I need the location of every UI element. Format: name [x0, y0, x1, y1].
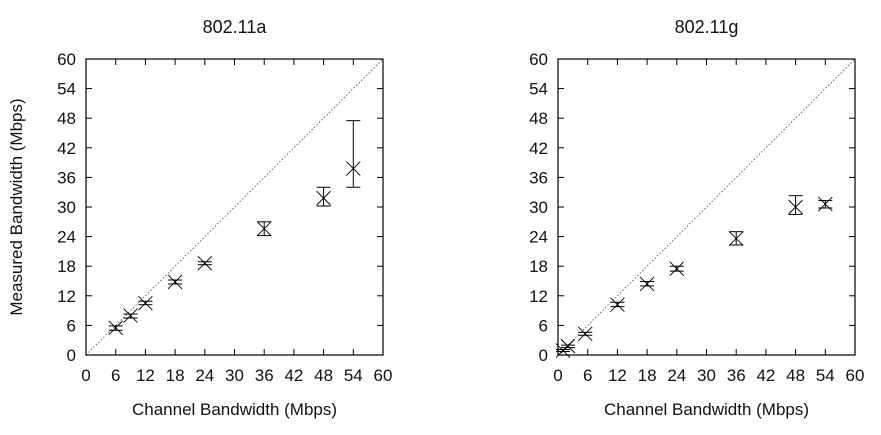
x-tick-label: 0 [81, 366, 90, 385]
data-point [560, 338, 576, 354]
y-tick-label: 12 [57, 287, 76, 306]
y-tick-label: 48 [529, 109, 548, 128]
x-tick-label: 18 [166, 366, 185, 385]
x-tick-label: 18 [638, 366, 657, 385]
data-point [167, 274, 183, 290]
x-marker-b [728, 231, 744, 246]
y-tick-label: 18 [57, 257, 76, 276]
y-tick-label: 30 [57, 198, 76, 217]
data-point [108, 320, 124, 336]
x-axis-label: Channel Bandwidth (Mbps) [132, 400, 337, 419]
x-tick-label: 60 [374, 366, 393, 385]
x-marker-b [610, 297, 625, 312]
y-tick-label: 42 [57, 139, 76, 158]
data-point [610, 297, 625, 312]
y-tick-label: 36 [529, 168, 548, 187]
x-tick-label: 24 [195, 366, 214, 385]
data-point [728, 231, 744, 246]
x-tick-label: 24 [667, 366, 686, 385]
chart-panel-0: 802.11a 0 6 12 18 24 30 36 42 48 54 60 0 6 12 18 24 30 36 4… [7, 17, 392, 419]
chart-title: 802.11g [675, 17, 739, 37]
y-tick-label: 60 [57, 50, 76, 69]
x-marker-b [256, 221, 272, 237]
x-tick-label: 48 [314, 366, 333, 385]
x-marker-b [138, 295, 153, 311]
y-tick-label: 36 [57, 168, 76, 187]
y-tick-label: 0 [539, 346, 548, 365]
x-marker-b [197, 255, 213, 271]
x-marker-b [108, 320, 124, 336]
data-point [577, 326, 593, 342]
data-point [316, 186, 331, 207]
y-tick-label: 6 [539, 316, 548, 335]
x-tick-label: 54 [816, 366, 835, 385]
x-marker-b [788, 199, 803, 215]
x-tick-label: 30 [697, 366, 716, 385]
y-tick-label: 18 [529, 257, 548, 276]
x-tick-label: 36 [255, 366, 274, 385]
y-tick-label: 12 [529, 287, 548, 306]
data-point [788, 195, 803, 215]
x-tick-label: 42 [284, 366, 303, 385]
x-tick-label: 12 [136, 366, 155, 385]
y-tick-label: 54 [57, 80, 76, 99]
y-tick-label: 30 [529, 198, 548, 217]
x-marker-b [669, 261, 685, 276]
x-marker-b [560, 338, 576, 354]
x-tick-label: 30 [225, 366, 244, 385]
data-point [639, 276, 655, 292]
x-tick-label: 6 [111, 366, 120, 385]
x-marker-b [639, 276, 655, 292]
data-point [123, 308, 138, 323]
x-tick-label: 12 [608, 366, 627, 385]
y-tick-label: 54 [529, 80, 548, 99]
x-tick-label: 48 [786, 366, 805, 385]
reference-line [557, 58, 856, 356]
y-tick-label: 42 [529, 139, 548, 158]
x-marker-b [167, 274, 183, 290]
x-marker-b [817, 196, 833, 212]
y-tick-label: 0 [67, 346, 76, 365]
y-tick-label: 48 [57, 109, 76, 128]
data-point [345, 120, 361, 188]
x-tick-label: 54 [344, 366, 363, 385]
x-tick-label: 42 [756, 366, 775, 385]
chart-title: 802.11a [203, 17, 268, 37]
x-marker-b [577, 326, 593, 342]
y-tick-label: 24 [57, 228, 76, 247]
x-marker-b [345, 161, 361, 176]
data-point [256, 221, 272, 237]
x-marker-b [316, 190, 331, 206]
data-point [817, 196, 833, 212]
x-tick-label: 60 [846, 366, 865, 385]
x-tick-label: 0 [553, 366, 562, 385]
data-point [138, 295, 153, 311]
chart-panel-1: 802.11g 0 6 12 18 24 30 36 42 48 54 60 0 6 12 18 24 30 36 4… [529, 17, 864, 419]
y-tick-label: 60 [529, 50, 548, 69]
y-axis-label: Measured Bandwidth (Mbps) [7, 98, 26, 315]
data-point [669, 261, 685, 276]
reference-line [85, 58, 384, 356]
x-tick-label: 36 [727, 366, 746, 385]
x-tick-label: 6 [583, 366, 592, 385]
data-point [197, 255, 213, 271]
y-tick-label: 6 [67, 316, 76, 335]
y-tick-label: 24 [529, 228, 548, 247]
x-axis-label: Channel Bandwidth (Mbps) [604, 400, 809, 419]
x-marker-b [123, 308, 138, 323]
